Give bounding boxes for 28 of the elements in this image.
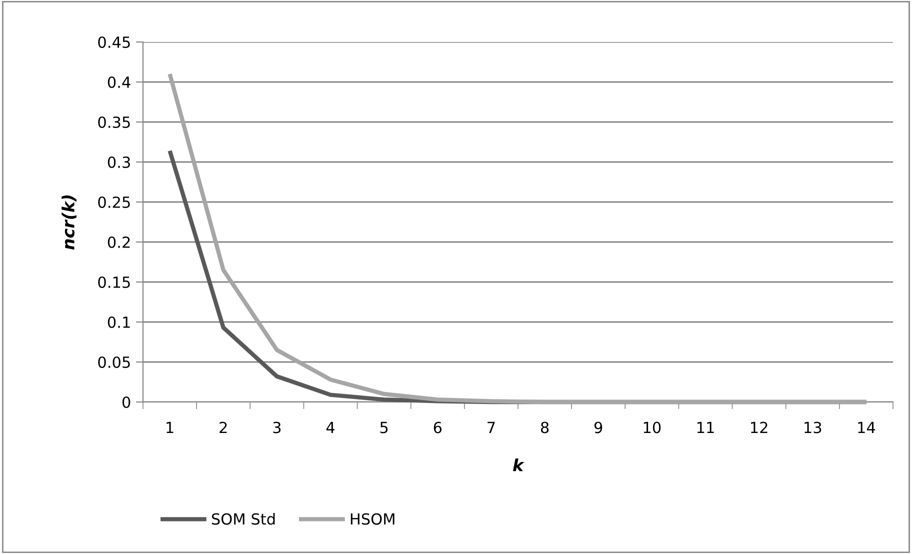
y-tick-label: 0.25 [98,196,130,208]
x-tick-label: 7 [488,422,495,434]
y-tick-label: 0.4 [108,76,130,88]
legend-label: HSOM [350,513,394,525]
x-tick-label: 8 [540,422,549,434]
x-tick-label: 12 [751,422,768,434]
x-tick-label: 9 [594,422,602,434]
y-tick-label: 0 [122,396,130,408]
y-tick-label: 0.3 [108,156,130,168]
x-tick-label: 4 [326,422,335,434]
y-tick-label: 0.05 [98,356,130,368]
x-tick-label: 3 [273,422,281,434]
x-tick-label: 1 [166,422,174,434]
x-axis-title: k [512,458,524,472]
x-tick-label: 2 [220,422,227,434]
y-tick-label: 0.1 [108,316,130,328]
x-tick-label: 5 [380,422,388,434]
x-tick-label: 14 [858,422,876,434]
y-tick-label: 0.45 [98,36,130,48]
y-axis-title: ncr(k) [62,195,76,250]
x-tick-label: 6 [434,422,442,434]
y-tick-label: 0.2 [108,236,130,248]
y-tick-label: 0.35 [98,116,130,128]
x-tick-label: 13 [804,422,822,434]
x-tick-label: 11 [697,422,714,434]
x-tick-label: 10 [644,422,661,434]
legend-label: SOM Std [212,512,275,525]
y-tick-label: 0.15 [98,276,130,288]
